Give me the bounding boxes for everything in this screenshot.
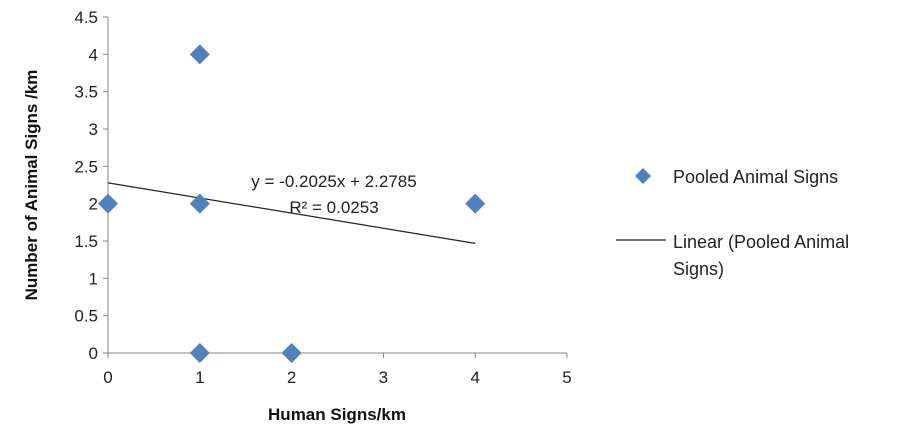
- x-tick-label: 3: [379, 368, 388, 387]
- legend: Pooled Animal Signs Linear (Pooled Anima…: [616, 167, 849, 279]
- legend-diamond-marker: [635, 168, 651, 184]
- trendline: [107, 182, 476, 244]
- y-tick-label: 4.5: [74, 8, 98, 27]
- y-tick-label: 2: [89, 195, 98, 214]
- data-point: [281, 343, 302, 363]
- y-tick-label: 0: [89, 344, 98, 363]
- tick-labels: 0 0.5 1 1.5 2 2.5 3 3.5 4 4.5 0 1 2 3 4 5: [74, 8, 571, 387]
- x-axis-title: Human Signs/km: [268, 405, 406, 424]
- y-tick-label: 3: [89, 120, 98, 139]
- legend-label-linear-line1: Linear (Pooled Animal: [673, 232, 849, 252]
- x-tick-label: 0: [103, 368, 112, 387]
- x-tick-label: 4: [470, 368, 479, 387]
- y-axis-title: Number of Animal Signs /km: [22, 70, 41, 301]
- trendline-layer: [107, 182, 476, 244]
- data-points: [98, 44, 486, 363]
- trendline-r2-label: R² = 0.0253: [289, 198, 378, 217]
- y-tick-label: 2.5: [74, 157, 98, 176]
- legend-label-pooled-animal-signs: Pooled Animal Signs: [673, 167, 838, 187]
- data-point: [189, 193, 210, 214]
- data-point: [189, 44, 210, 65]
- x-tick-label: 1: [195, 368, 204, 387]
- trendline-equation-label: y = -0.2025x + 2.2785: [251, 172, 416, 191]
- y-tick-label: 1: [89, 269, 98, 288]
- x-tick-label: 2: [287, 368, 296, 387]
- x-tick-label: 5: [562, 368, 571, 387]
- y-tick-label: 0.5: [74, 307, 98, 326]
- y-tick-label: 4: [89, 45, 98, 64]
- y-tick-label: 1.5: [74, 232, 98, 251]
- legend-label-linear-line2: Signs): [673, 259, 724, 279]
- y-tick-label: 3.5: [74, 83, 98, 102]
- data-point: [465, 193, 486, 214]
- data-point: [189, 343, 210, 363]
- data-point: [98, 193, 118, 214]
